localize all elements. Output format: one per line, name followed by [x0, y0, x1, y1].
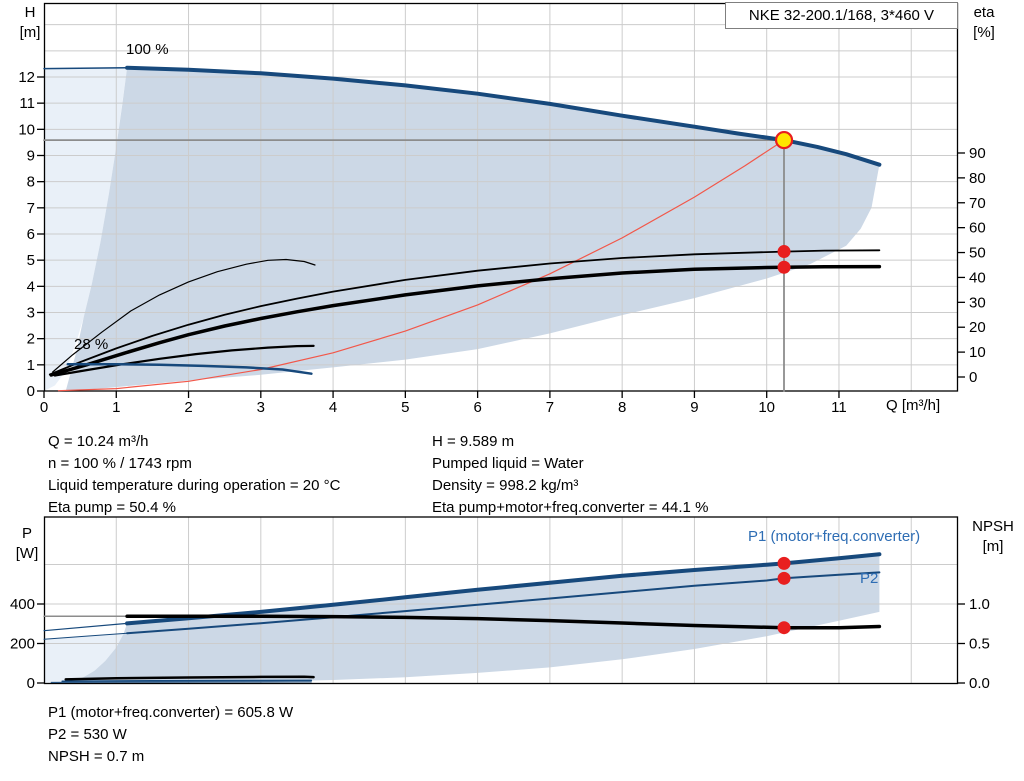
eta-total-point [777, 260, 791, 274]
eta-pump-curve-100 [48, 249, 881, 376]
p1-curve-label: P1 (motor+freq.converter) [748, 528, 921, 545]
qh-curve-100 [125, 65, 882, 167]
result-p2: P2 = 530 W [48, 726, 127, 743]
tick-label: 12 [18, 69, 35, 86]
q-axis-title: Q [m³/h] [886, 397, 941, 414]
p-axis-title-symbol: P [21, 525, 32, 542]
tick-label: 200 [10, 636, 35, 653]
tick-label: 70 [969, 195, 986, 212]
tick-label: 20 [969, 319, 986, 336]
info-density: Density = 998.2 kg/m³ [432, 477, 579, 494]
info-eta-pump: Eta pump = 50.4 % [48, 499, 176, 516]
p1-curve-ext [43, 622, 128, 632]
eta-pump-point [777, 245, 791, 259]
p-axis-title-unit: [W] [15, 545, 39, 562]
envelope-dark [65, 67, 880, 392]
p2-curve-ext [43, 632, 128, 640]
eta-axis-title-unit: [%] [973, 24, 995, 41]
tick-label: 0.0 [969, 675, 990, 692]
tick-label: 0.5 [969, 636, 990, 653]
tick-label: 7 [27, 200, 35, 217]
pump-model-title: NKE 32-200.1/168, 3*460 V [725, 2, 958, 29]
h-axis-title-unit: [m] [19, 24, 41, 41]
qh-curve-100-ext [43, 67, 128, 70]
info-speed: n = 100 % / 1743 rpm [48, 455, 192, 472]
eta-axis-title-symbol: eta [973, 4, 995, 21]
p2-curve-label: P2 [860, 570, 879, 587]
npsh-axis-title-symbol: NPSH [972, 518, 1014, 535]
info-q: Q = 10.24 m³/h [48, 433, 149, 450]
eta-total-curve-100 [49, 264, 882, 377]
h-axis-title: H [m] [12, 3, 48, 43]
tick-label: 9 [27, 147, 35, 164]
tick-label: 0 [27, 675, 35, 692]
tick-label: 2 [27, 331, 35, 348]
qh-curve-28 [66, 363, 313, 375]
npsh-axis-title: NPSH [m] [964, 517, 1022, 557]
tick-label: 60 [969, 220, 986, 237]
low-speed-npsh-curve [50, 681, 312, 683]
tick-label: 50 [969, 245, 986, 262]
tick-label: 0 [40, 399, 48, 416]
tick-label: 8 [27, 174, 35, 191]
speed-100-label: 100 % [126, 41, 169, 58]
power-chart-frame [43, 516, 959, 685]
npsh-axis-title-unit: [m] [982, 538, 1004, 555]
tick-label: 6 [27, 226, 35, 243]
eta-pump-curve-28 [52, 258, 316, 373]
tick-label: 10 [758, 399, 775, 416]
tick-label: 11 [831, 399, 847, 416]
qh-chart-frame [43, 2, 959, 392]
info-head: H = 9.589 m [432, 433, 515, 450]
npsh-point [777, 621, 791, 635]
info-eta-total: Eta pump+motor+freq.converter = 44.1 % [432, 499, 709, 516]
tick-label: 8 [618, 399, 626, 416]
tick-label: 400 [10, 596, 35, 613]
affinity-parabola [57, 139, 785, 392]
tick-label: 90 [969, 145, 986, 162]
low-speed-p2-curve [61, 679, 313, 682]
p2-point [777, 571, 791, 585]
operating-point [774, 130, 794, 150]
tick-label: 10 [969, 344, 986, 361]
result-npsh: NPSH = 0.7 m [48, 748, 145, 765]
tick-label: 2 [184, 399, 192, 416]
info-liquid-temp: Liquid temperature during operation = 20… [48, 477, 341, 494]
tick-label: 5 [27, 252, 35, 269]
tick-label: 5 [401, 399, 409, 416]
tick-label: 7 [546, 399, 554, 416]
tick-label: 0 [969, 369, 977, 386]
tick-label: 1 [112, 399, 120, 416]
low-speed-p1-curve [64, 675, 315, 681]
eta-total-curve-28 [53, 344, 315, 377]
eta-axis-title: eta [%] [962, 3, 1006, 43]
tick-label: 9 [690, 399, 698, 416]
tick-label: 3 [27, 304, 35, 321]
tick-label: 10 [18, 121, 35, 138]
tick-label: 0 [27, 383, 35, 400]
power-envelope-pale [44, 633, 128, 683]
p-axis-title: P [W] [8, 524, 46, 564]
tick-label: 4 [27, 278, 35, 295]
speed-28-label: 28 % [74, 336, 109, 353]
tick-label: 40 [969, 269, 986, 286]
result-p1: P1 (motor+freq.converter) = 605.8 W [48, 704, 294, 721]
envelope-pale [44, 67, 128, 392]
tick-label: 1.0 [969, 596, 990, 613]
tick-label: 6 [473, 399, 481, 416]
tick-label: 4 [329, 399, 337, 416]
p1-point [777, 556, 791, 570]
info-pumped-liquid: Pumped liquid = Water [432, 455, 584, 472]
tick-label: 1 [27, 357, 35, 374]
tick-label: 30 [969, 294, 986, 311]
tick-label: 3 [257, 399, 265, 416]
h-axis-title-symbol: H [24, 4, 36, 21]
tick-label: 80 [969, 170, 986, 187]
tick-label: 11 [19, 95, 35, 112]
